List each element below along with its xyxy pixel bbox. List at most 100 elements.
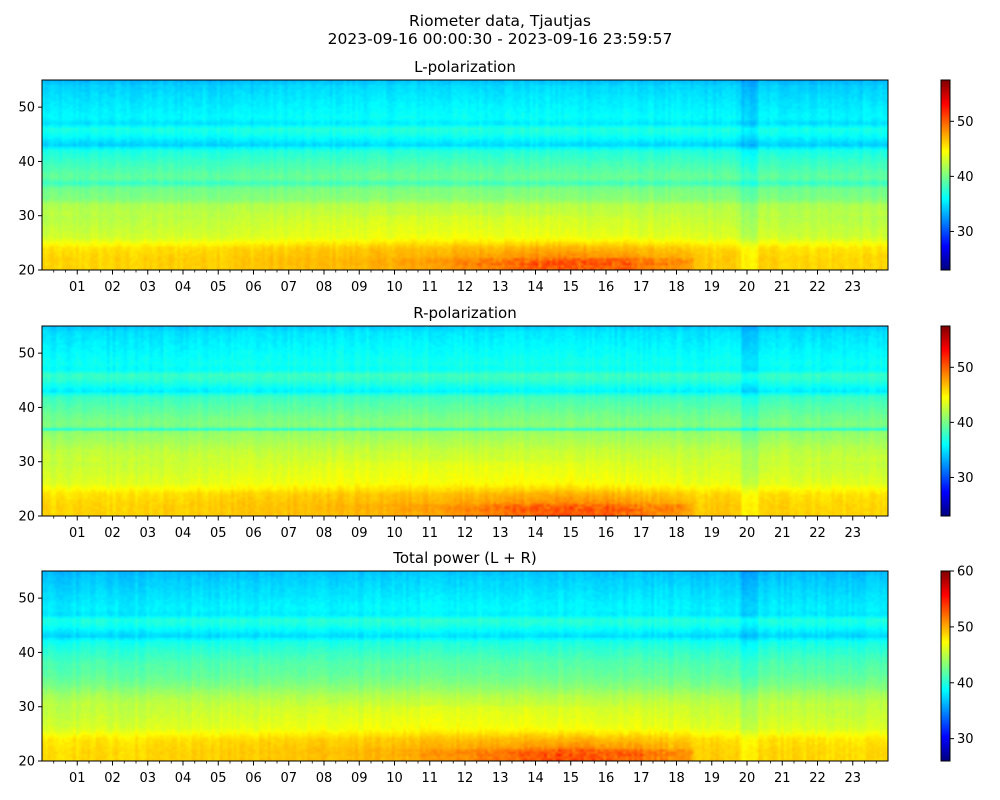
y-tick-label: 20: [18, 510, 35, 525]
x-tick-label: 06: [245, 771, 262, 786]
colorbar-tick-label: 40: [957, 416, 974, 431]
colorbar: [940, 79, 951, 271]
x-tick-label: 20: [739, 280, 756, 295]
colorbar-tick-label: 40: [957, 170, 974, 185]
x-tick-label: 05: [210, 280, 227, 295]
x-tick-label: 08: [316, 771, 333, 786]
x-tick-label: 17: [633, 526, 650, 541]
y-tick-label: 40: [18, 155, 35, 170]
x-tick-label: 01: [69, 526, 86, 541]
x-tick-label: 04: [175, 526, 192, 541]
y-tick-label: 20: [18, 755, 35, 770]
colorbar-tick-label: 30: [957, 732, 974, 747]
x-tick-label: 16: [598, 526, 615, 541]
panel-title: Total power (L + R): [392, 549, 537, 567]
x-tick-label: 15: [562, 771, 579, 786]
y-tick-label: 30: [18, 455, 35, 470]
x-tick-label: 02: [104, 526, 121, 541]
panel-2: R-polarization 20 30 40 50 01 02 03 04 05 06 07 08 09…: [18, 304, 973, 541]
x-tick-label: 11: [421, 771, 438, 786]
x-tick-label: 05: [210, 526, 227, 541]
x-tick-label: 15: [562, 526, 579, 541]
x-tick-label: 07: [280, 526, 297, 541]
x-tick-label: 15: [562, 280, 579, 295]
x-tick-label: 01: [69, 771, 86, 786]
panels: L-polarization 20 30 40 50 01 02 03 04 05 06 07 08 09…: [18, 58, 973, 786]
heatmap-image: [42, 571, 888, 761]
x-tick-label: 20: [739, 526, 756, 541]
colorbar: [940, 325, 951, 517]
x-tick-label: 06: [245, 526, 262, 541]
y-tick-label: 30: [18, 700, 35, 715]
x-tick-label: 14: [527, 280, 544, 295]
x-tick-label: 03: [139, 526, 156, 541]
x-tick-label: 23: [844, 526, 861, 541]
x-tick-label: 01: [69, 280, 86, 295]
x-tick-label: 17: [633, 280, 650, 295]
x-tick-label: 08: [316, 526, 333, 541]
x-tick-label: 12: [457, 526, 474, 541]
figure-title-line-1: Riometer data, Tjautjas: [409, 12, 591, 30]
x-tick-label: 04: [175, 771, 192, 786]
y-tick-label: 40: [18, 401, 35, 416]
y-tick-label: 50: [18, 101, 35, 116]
x-tick-label: 13: [492, 526, 509, 541]
x-tick-label: 22: [809, 771, 826, 786]
x-tick-label: 02: [104, 771, 121, 786]
x-tick-label: 21: [774, 280, 791, 295]
x-tick-label: 02: [104, 280, 121, 295]
panel-title: L-polarization: [414, 58, 516, 76]
y-tick-label: 30: [18, 209, 35, 224]
x-tick-label: 10: [386, 280, 403, 295]
y-tick-label: 50: [18, 347, 35, 362]
x-tick-label: 17: [633, 771, 650, 786]
x-tick-label: 06: [245, 280, 262, 295]
panel-title: R-polarization: [413, 304, 516, 322]
x-tick-label: 14: [527, 771, 544, 786]
x-tick-label: 07: [280, 771, 297, 786]
x-tick-label: 19: [703, 526, 720, 541]
colorbar-tick-label: 50: [957, 361, 974, 376]
x-tick-label: 10: [386, 771, 403, 786]
figure-title-line-2: 2023-09-16 00:00:30 - 2023-09-16 23:59:5…: [327, 30, 673, 48]
x-tick-label: 04: [175, 280, 192, 295]
x-tick-label: 11: [421, 526, 438, 541]
y-tick-label: 20: [18, 264, 35, 279]
colorbar-tick-label: 30: [957, 471, 974, 486]
x-tick-label: 23: [844, 280, 861, 295]
x-tick-label: 18: [668, 526, 685, 541]
panel-1: L-polarization 20 30 40 50 01 02 03 04 05 06 07 08 09…: [18, 58, 973, 295]
figure-title: Riometer data, Tjautjas 2023-09-16 00:00…: [0, 12, 1000, 48]
colorbar: [940, 570, 951, 762]
x-tick-label: 03: [139, 771, 156, 786]
x-tick-label: 22: [809, 526, 826, 541]
x-tick-label: 13: [492, 280, 509, 295]
x-tick-label: 09: [351, 526, 368, 541]
x-tick-label: 23: [844, 771, 861, 786]
x-tick-label: 18: [668, 771, 685, 786]
x-tick-label: 19: [703, 771, 720, 786]
x-tick-label: 21: [774, 771, 791, 786]
x-tick-label: 09: [351, 771, 368, 786]
x-tick-label: 21: [774, 526, 791, 541]
heatmap-image: [42, 80, 888, 270]
x-tick-label: 05: [210, 771, 227, 786]
colorbar-tick-label: 50: [957, 115, 974, 130]
x-tick-label: 13: [492, 771, 509, 786]
colorbar-tick-label: 50: [957, 620, 974, 635]
x-tick-label: 19: [703, 280, 720, 295]
y-tick-label: 50: [18, 592, 35, 607]
x-tick-label: 20: [739, 771, 756, 786]
x-tick-label: 07: [280, 280, 297, 295]
x-tick-label: 11: [421, 280, 438, 295]
heatmap-image: [42, 326, 888, 516]
x-tick-label: 03: [139, 280, 156, 295]
x-tick-label: 08: [316, 280, 333, 295]
panel-3: Total power (L + R) 20 30 40 50 01 02 03 04 05 06 0…: [18, 549, 973, 786]
colorbar-tick-label: 40: [957, 676, 974, 691]
x-tick-label: 14: [527, 526, 544, 541]
x-tick-label: 09: [351, 280, 368, 295]
x-tick-label: 10: [386, 526, 403, 541]
x-tick-label: 16: [598, 280, 615, 295]
